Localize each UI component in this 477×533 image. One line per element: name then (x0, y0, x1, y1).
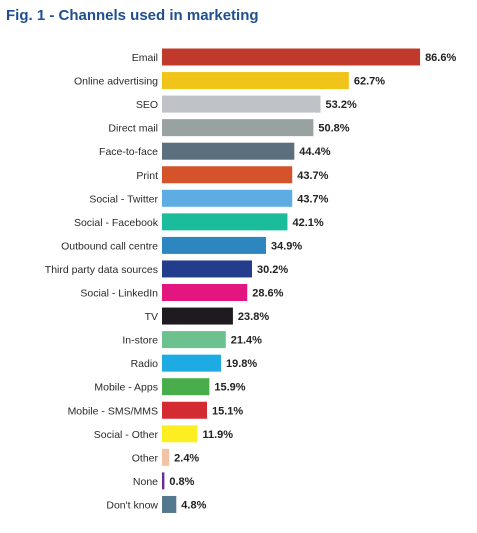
bar-tv (162, 307, 233, 325)
bar-face-to-face (162, 142, 295, 160)
value-label-online-advertising: 62.7% (354, 76, 385, 88)
category-label-tv: TV (145, 311, 158, 323)
category-label-third-party-data-sources: Third party data sources (45, 264, 158, 276)
value-label-social-twitter: 43.7% (297, 193, 328, 205)
bar-print (162, 166, 293, 184)
value-label-social-facebook: 42.1% (292, 217, 323, 229)
value-label-mobile-sms-mms: 15.1% (212, 405, 243, 417)
category-label-in-store: In-store (122, 335, 158, 347)
value-label-face-to-face: 44.4% (299, 146, 330, 158)
value-label-social-other: 11.9% (202, 429, 233, 441)
category-label-don-t-know: Don't know (106, 499, 158, 511)
value-label-social-linkedin: 28.6% (252, 288, 283, 300)
category-label-mobile-sms-mms: Mobile - SMS/MMS (68, 405, 158, 417)
bar-third-party-data-sources (162, 260, 252, 278)
category-label-face-to-face: Face-to-face (99, 146, 158, 158)
value-label-email: 86.6% (425, 52, 456, 64)
category-label-outbound-call-centre: Outbound call centre (61, 240, 158, 252)
value-label-tv: 23.8% (238, 311, 269, 323)
category-label-social-other: Social - Other (94, 429, 159, 441)
bar-in-store (162, 331, 226, 349)
category-label-social-linkedin: Social - LinkedIn (80, 288, 158, 300)
value-label-seo: 53.2% (326, 99, 357, 111)
category-label-other: Other (132, 452, 159, 464)
bar-social-linkedin (162, 284, 248, 301)
value-label-mobile-apps: 15.9% (214, 382, 245, 394)
bar-social-twitter (162, 189, 293, 207)
category-label-none: None (133, 476, 158, 488)
bar-mobile-sms-mms (162, 401, 207, 419)
value-label-print: 43.7% (297, 170, 328, 182)
category-label-online-advertising: Online advertising (74, 76, 158, 88)
bar-don-t-know (162, 495, 177, 513)
value-label-none: 0.8% (169, 476, 194, 488)
bar-radio (162, 354, 222, 372)
value-label-outbound-call-centre: 34.9% (271, 240, 302, 252)
value-label-direct-mail: 50.8% (318, 123, 349, 135)
bar-online-advertising (162, 72, 349, 90)
category-label-mobile-apps: Mobile - Apps (94, 382, 158, 394)
category-label-print: Print (136, 170, 158, 182)
category-label-social-facebook: Social - Facebook (74, 217, 159, 229)
value-label-radio: 19.8% (226, 358, 257, 370)
chart-title: Fig. 1 - Channels used in marketing (6, 7, 259, 24)
category-label-social-twitter: Social - Twitter (89, 193, 158, 205)
category-label-seo: SEO (136, 99, 158, 111)
bar-social-facebook (162, 213, 288, 231)
value-label-other: 2.4% (174, 452, 199, 464)
bar-mobile-apps (162, 378, 210, 396)
value-label-don-t-know: 4.8% (181, 499, 206, 511)
bar-other (162, 448, 170, 466)
bar-email (162, 48, 421, 66)
value-label-third-party-data-sources: 30.2% (257, 264, 288, 276)
bar-seo (162, 95, 321, 113)
bar-social-other (162, 425, 198, 443)
category-label-radio: Radio (131, 358, 159, 370)
category-label-direct-mail: Direct mail (108, 123, 158, 135)
bar-outbound-call-centre (162, 236, 267, 254)
bar-none (162, 472, 165, 490)
value-label-in-store: 21.4% (231, 335, 262, 347)
bar-direct-mail (162, 119, 314, 137)
category-label-email: Email (132, 52, 158, 64)
